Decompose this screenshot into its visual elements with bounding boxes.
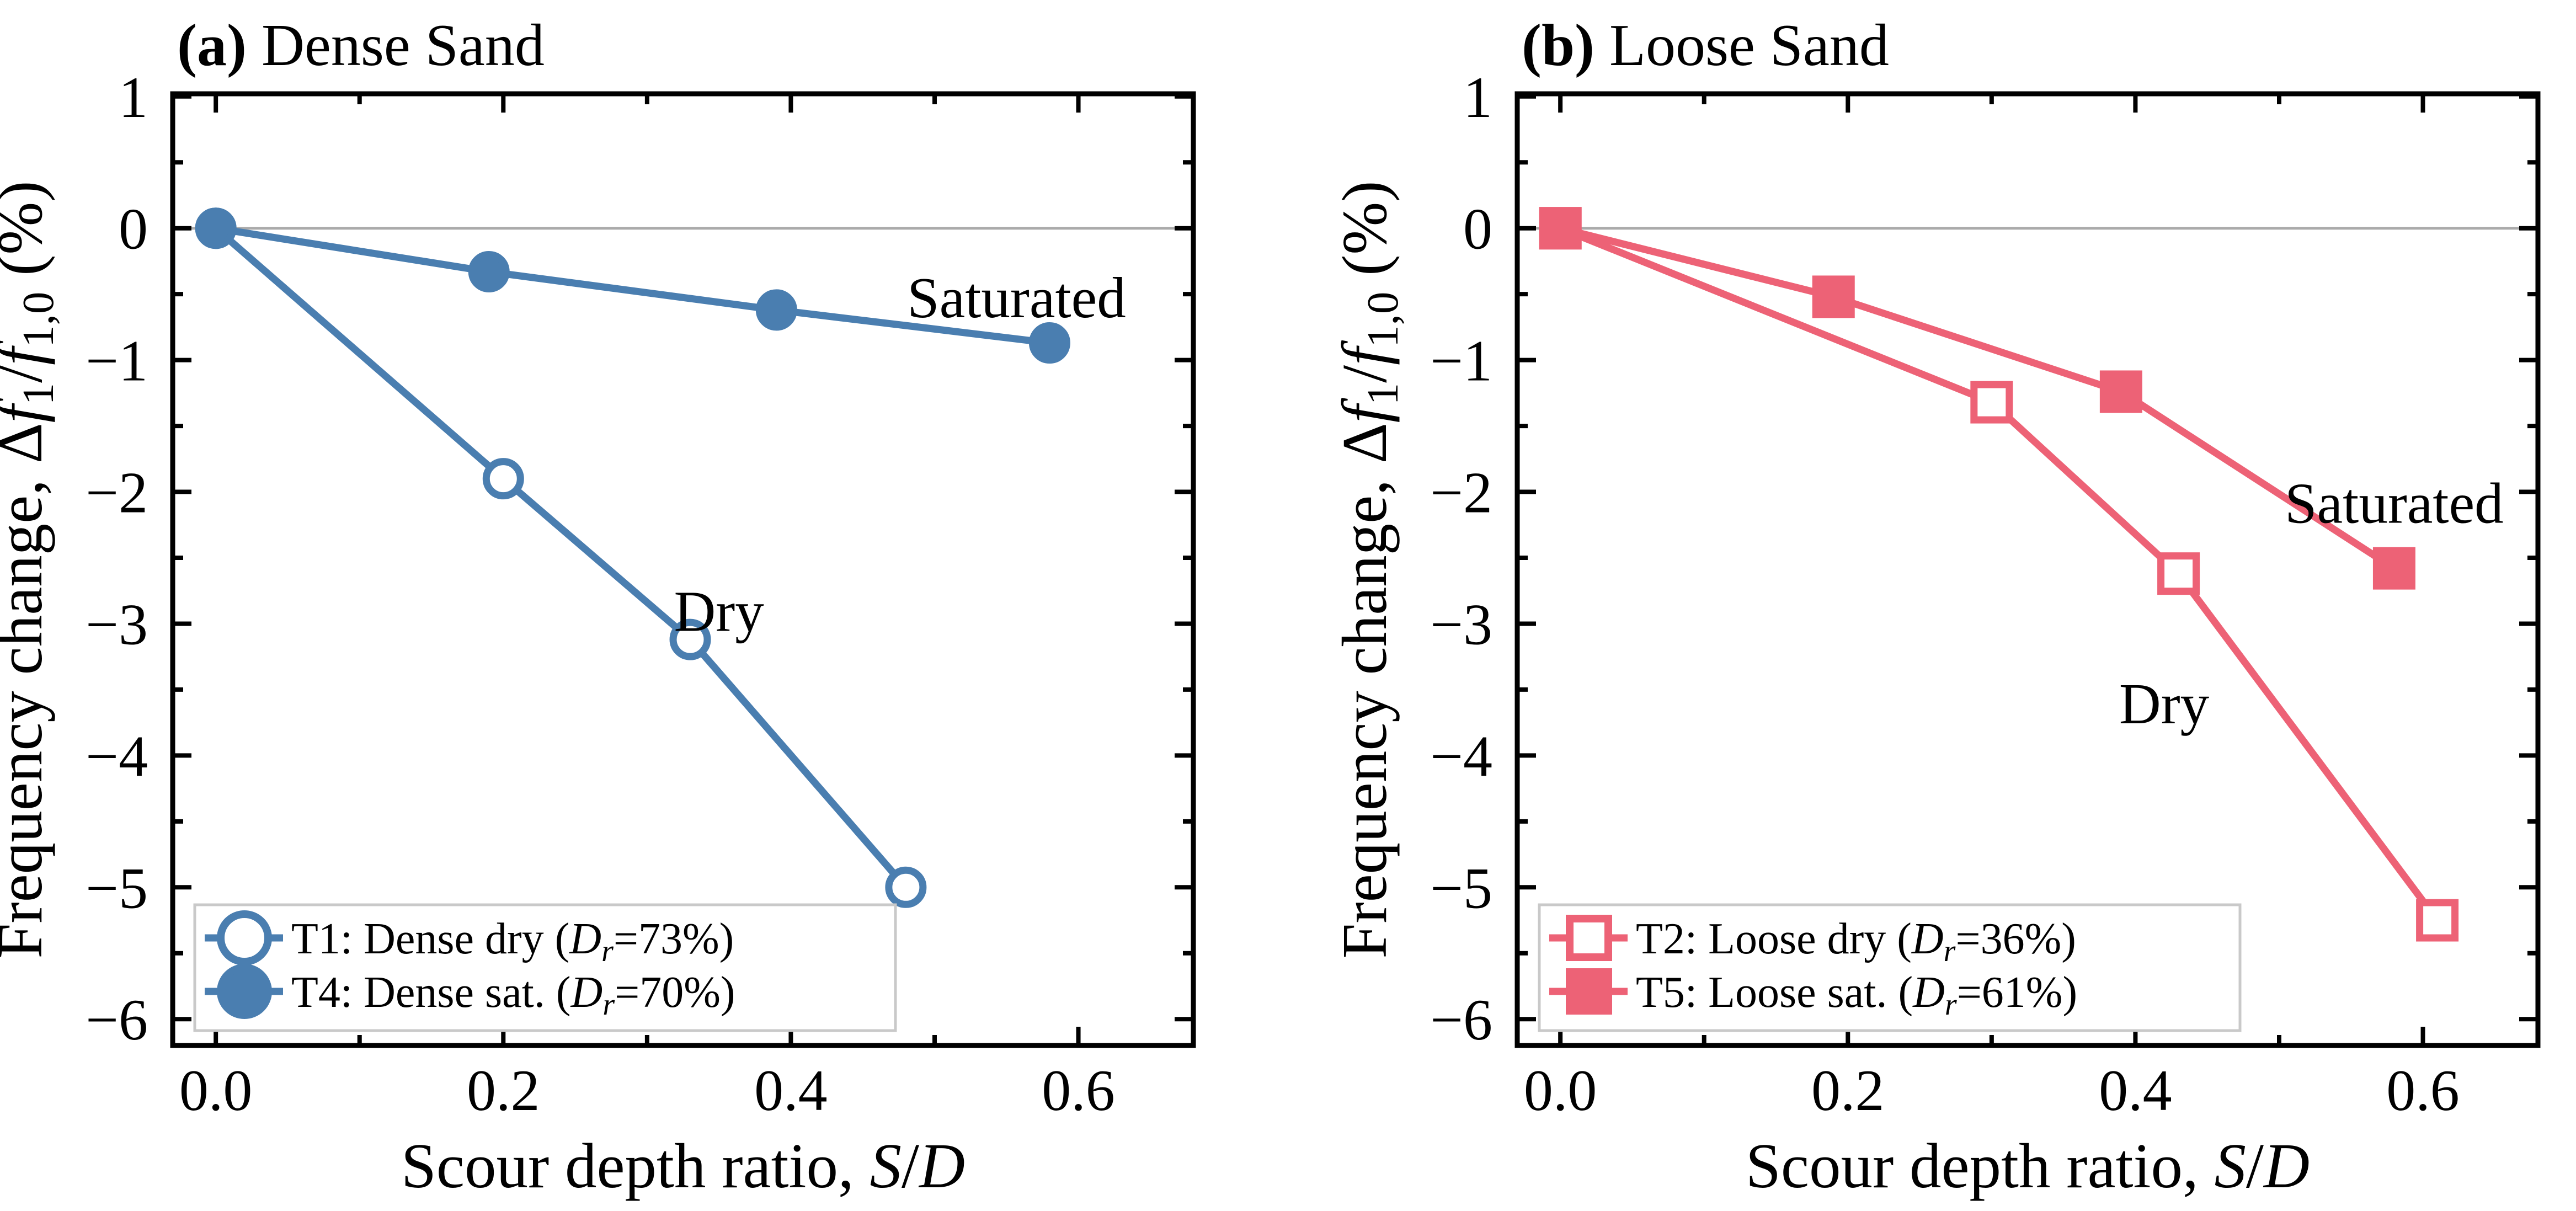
data-point-dry-3 [2416, 899, 2459, 942]
legend-label: T5: Loose sat. (Dr=61%) [1636, 968, 2077, 1022]
legend: T1: Dense dry (Dr=73%)T4: Dense sat. (Dr… [193, 903, 897, 1032]
legend-marker-square_filled [1566, 968, 1612, 1015]
y-tick-label: 1 [1463, 65, 1492, 130]
series-line-dry [1559, 225, 2440, 922]
data-point-saturated-2 [755, 289, 797, 331]
data-point-saturated-0 [195, 207, 237, 249]
data-point-dry-3 [885, 866, 927, 908]
annotation-dry: Dry [674, 579, 764, 644]
y-axis-label: Frequency change, Δf1/f1,0 (%) [1330, 181, 1407, 959]
data-point-saturated-3 [2372, 547, 2415, 590]
data-point-dry-1 [1970, 381, 2013, 424]
y-axis-label: Frequency change, Δf1/f1,0 (%) [0, 181, 63, 959]
data-point-dry-2 [2157, 552, 2200, 595]
legend-marker-circle_open [217, 910, 272, 965]
y-tick-label: −5 [86, 856, 148, 920]
legend-marker-square_open [1566, 915, 1612, 961]
y-tick-label: −3 [86, 592, 148, 657]
data-point-dry-2 [669, 618, 711, 660]
series-line-dry [213, 225, 909, 890]
legend-box [1538, 903, 2242, 1032]
data-point-saturated-1 [468, 251, 510, 293]
legend-label: T2: Loose dry (Dr=36%) [1636, 915, 2076, 968]
legend-label: T1: Dense dry (Dr=73%) [291, 915, 734, 968]
x-axis-label: Scour depth ratio, S/D [1746, 1131, 2310, 1201]
panel-a: 0.0 0.2 0.4 0.6 1 0 −1 −2 −3 −4 −5 −6 (a) Dense Sand… [0, 13, 1196, 1201]
y-tick-label: −1 [1430, 329, 1492, 393]
x-axis-label: Scour depth ratio, S/D [401, 1131, 965, 1201]
y-tick-label: −2 [1430, 461, 1492, 525]
x-tick-label: 0.6 [2386, 1058, 2460, 1123]
data-point-saturated-1 [1812, 275, 1855, 318]
series-line-saturated [1559, 225, 2396, 572]
data-point-dry-1 [482, 458, 524, 500]
data-point-saturated-2 [2099, 370, 2142, 413]
axes-spines [170, 91, 1196, 1048]
x-tick-label: 0.4 [2099, 1058, 2172, 1123]
panel-title: (b) Loose Sand [1522, 13, 1889, 78]
y-tick-label: −2 [86, 461, 148, 525]
y-tick-label: −4 [1430, 724, 1492, 788]
x-tick-label: 0.2 [467, 1058, 540, 1123]
x-tick-label: 0.2 [1811, 1058, 1885, 1123]
y-tick-label: −1 [86, 329, 148, 393]
legend-marker-circle_filled [217, 964, 272, 1019]
y-tick-label: 0 [1463, 197, 1492, 262]
panel-title: (a) Dense Sand [177, 13, 545, 78]
y-tick-label: −5 [1430, 856, 1492, 920]
y-tick-label: −4 [86, 724, 148, 788]
y-tick-label: −6 [86, 988, 148, 1052]
data-point-saturated-3 [1028, 322, 1070, 364]
y-tick-label: −6 [1430, 988, 1492, 1052]
y-tick-label: 1 [119, 65, 148, 130]
x-tick-label: 0.0 [179, 1058, 253, 1123]
legend-label: T4: Dense sat. (Dr=70%) [291, 968, 735, 1022]
annotation-dry: Dry [2119, 671, 2210, 736]
axes-spines [1514, 91, 2541, 1048]
annotation-saturated: Saturated [907, 265, 1126, 330]
series-line-saturated [215, 225, 1050, 347]
y-tick-label: −3 [1430, 592, 1492, 657]
x-tick-label: 0.6 [1042, 1058, 1115, 1123]
annotation-saturated: Saturated [2285, 471, 2504, 536]
legend-box [193, 903, 897, 1032]
x-tick-label: 0.0 [1524, 1058, 1597, 1123]
panel-b: 0.0 0.2 0.4 0.6 1 0 −1 −2 −3 −4 −5 −6 (b) Loose Sand… [1330, 13, 2541, 1201]
x-tick-label: 0.4 [754, 1058, 828, 1123]
y-tick-label: 0 [119, 197, 148, 262]
legend: T2: Loose dry (Dr=36%)T5: Loose sat. (Dr… [1538, 903, 2242, 1032]
data-point-saturated-0 [1539, 207, 1582, 250]
